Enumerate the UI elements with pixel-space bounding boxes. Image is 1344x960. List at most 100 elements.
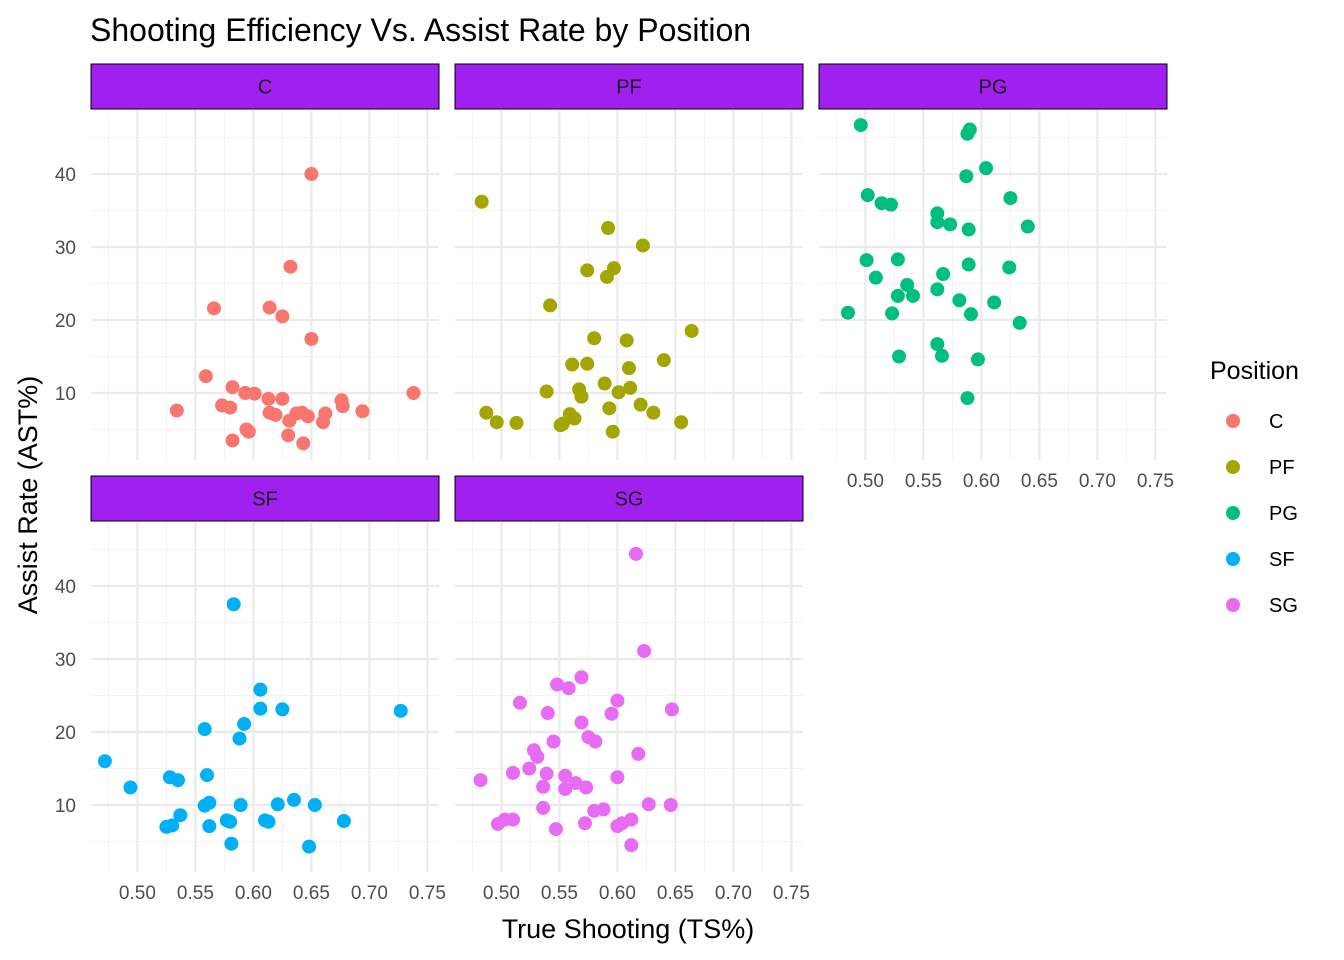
x-tick-label: 0.65 (1021, 471, 1058, 492)
data-point-sf (253, 682, 268, 697)
data-point-pg (961, 222, 976, 237)
x-tick-label: 0.70 (1079, 471, 1116, 492)
data-point-pf (633, 397, 648, 412)
data-point-c (318, 406, 333, 421)
y-tick-label: 30 (55, 238, 76, 259)
data-point-sf (302, 839, 317, 854)
legend-key-pg (1226, 506, 1240, 520)
data-point-pg (868, 270, 883, 285)
data-point-sf (237, 716, 252, 731)
data-point-sf (232, 731, 247, 746)
legend-label-c: C (1269, 411, 1283, 433)
facet-strip-label: PF (616, 77, 642, 99)
facet-panel-pg: PG 0.50 0.55 0.60 0.65 0.70 0.75 (818, 63, 1174, 492)
data-point-c (296, 436, 311, 451)
data-point-c (223, 400, 238, 415)
data-point-sf (275, 702, 290, 717)
data-point-pg (892, 349, 907, 364)
data-point-sg (574, 670, 589, 685)
y-tick-label: 40 (55, 165, 76, 186)
y-tick-label: 20 (55, 311, 76, 332)
legend-label-pf: PF (1269, 457, 1295, 479)
data-point-pg (960, 126, 975, 141)
data-point-c (268, 407, 283, 422)
facet-panel-pf: PF (454, 63, 804, 460)
data-point-pf (587, 331, 602, 346)
data-point-c (261, 391, 276, 406)
data-point-sf (233, 798, 248, 812)
data-point-c (225, 380, 240, 395)
data-point-c (262, 300, 277, 315)
data-point-sf (393, 703, 408, 718)
x-tick-label: 0.50 (847, 471, 884, 492)
y-tick-label: 30 (55, 650, 76, 671)
data-point-sf (165, 818, 180, 833)
x-tick-label: 0.75 (409, 883, 446, 904)
data-point-pf (479, 405, 494, 420)
x-axis-title: True Shooting (TS%) (502, 914, 755, 944)
data-point-sg (546, 734, 561, 749)
data-point-sg (663, 798, 678, 812)
data-point-c (206, 301, 221, 316)
data-point-sg (574, 715, 589, 730)
x-tick-label: 0.70 (351, 883, 388, 904)
facet-strip-sf (90, 475, 440, 522)
data-point-sg (536, 800, 551, 815)
x-tick-label: 0.70 (715, 883, 752, 904)
facet-strip-c (90, 63, 440, 110)
data-point-pg (943, 217, 958, 232)
data-point-pg (1002, 260, 1017, 275)
data-point-pg (987, 295, 1002, 310)
x-tick-label: 0.50 (119, 883, 156, 904)
legend-key-c (1226, 414, 1240, 428)
data-point-sf (200, 768, 214, 783)
data-point-c (198, 369, 213, 384)
data-point-pf (597, 376, 612, 391)
data-point-sg (624, 812, 639, 827)
data-point-pg (860, 188, 875, 203)
x-tick-label: 0.75 (773, 883, 810, 904)
data-point-sg (522, 761, 537, 776)
data-point-sg (637, 643, 652, 658)
legend-key-pf (1226, 460, 1240, 474)
data-point-pg (960, 391, 975, 406)
facet-strip-label: PG (979, 77, 1008, 99)
data-point-pf (602, 401, 617, 416)
data-point-pg (936, 267, 951, 282)
chart-title: Shooting Efficiency Vs. Assist Rate by P… (90, 12, 751, 48)
data-point-c (406, 386, 421, 400)
data-point-pf (674, 415, 689, 430)
data-point-pf (623, 380, 638, 395)
data-point-sg (558, 768, 573, 783)
y-axis-title: Assist Rate (AST%) (13, 376, 43, 615)
data-point-pg (1012, 315, 1027, 330)
facet-strip-sg (454, 475, 804, 522)
data-point-sf (261, 814, 276, 829)
data-point-sf (197, 722, 212, 737)
data-point-pf (580, 356, 595, 371)
data-point-sf (336, 814, 351, 829)
y-tick-label: 40 (55, 577, 76, 598)
legend-key-sf (1226, 552, 1240, 566)
data-point-pf (489, 415, 504, 430)
data-point-sg (558, 781, 573, 796)
data-point-pf (580, 263, 595, 278)
data-point-sf (287, 792, 301, 807)
data-point-sg (512, 695, 527, 710)
data-point-c (335, 399, 350, 414)
data-point-c (241, 424, 256, 439)
data-point-pg (885, 306, 900, 321)
data-point-sf (173, 808, 188, 823)
data-point-sg (641, 797, 656, 812)
data-point-sg (664, 702, 679, 717)
data-point-sf (224, 836, 239, 851)
data-point-sg (506, 765, 520, 780)
data-point-c (225, 433, 240, 448)
data-point-pg (930, 337, 945, 352)
legend-label-sg: SG (1269, 595, 1298, 617)
data-point-pf (611, 385, 626, 400)
data-point-pf (474, 194, 489, 209)
data-point-pf (539, 384, 554, 399)
data-point-sg (610, 770, 625, 785)
data-point-sg (539, 766, 554, 781)
